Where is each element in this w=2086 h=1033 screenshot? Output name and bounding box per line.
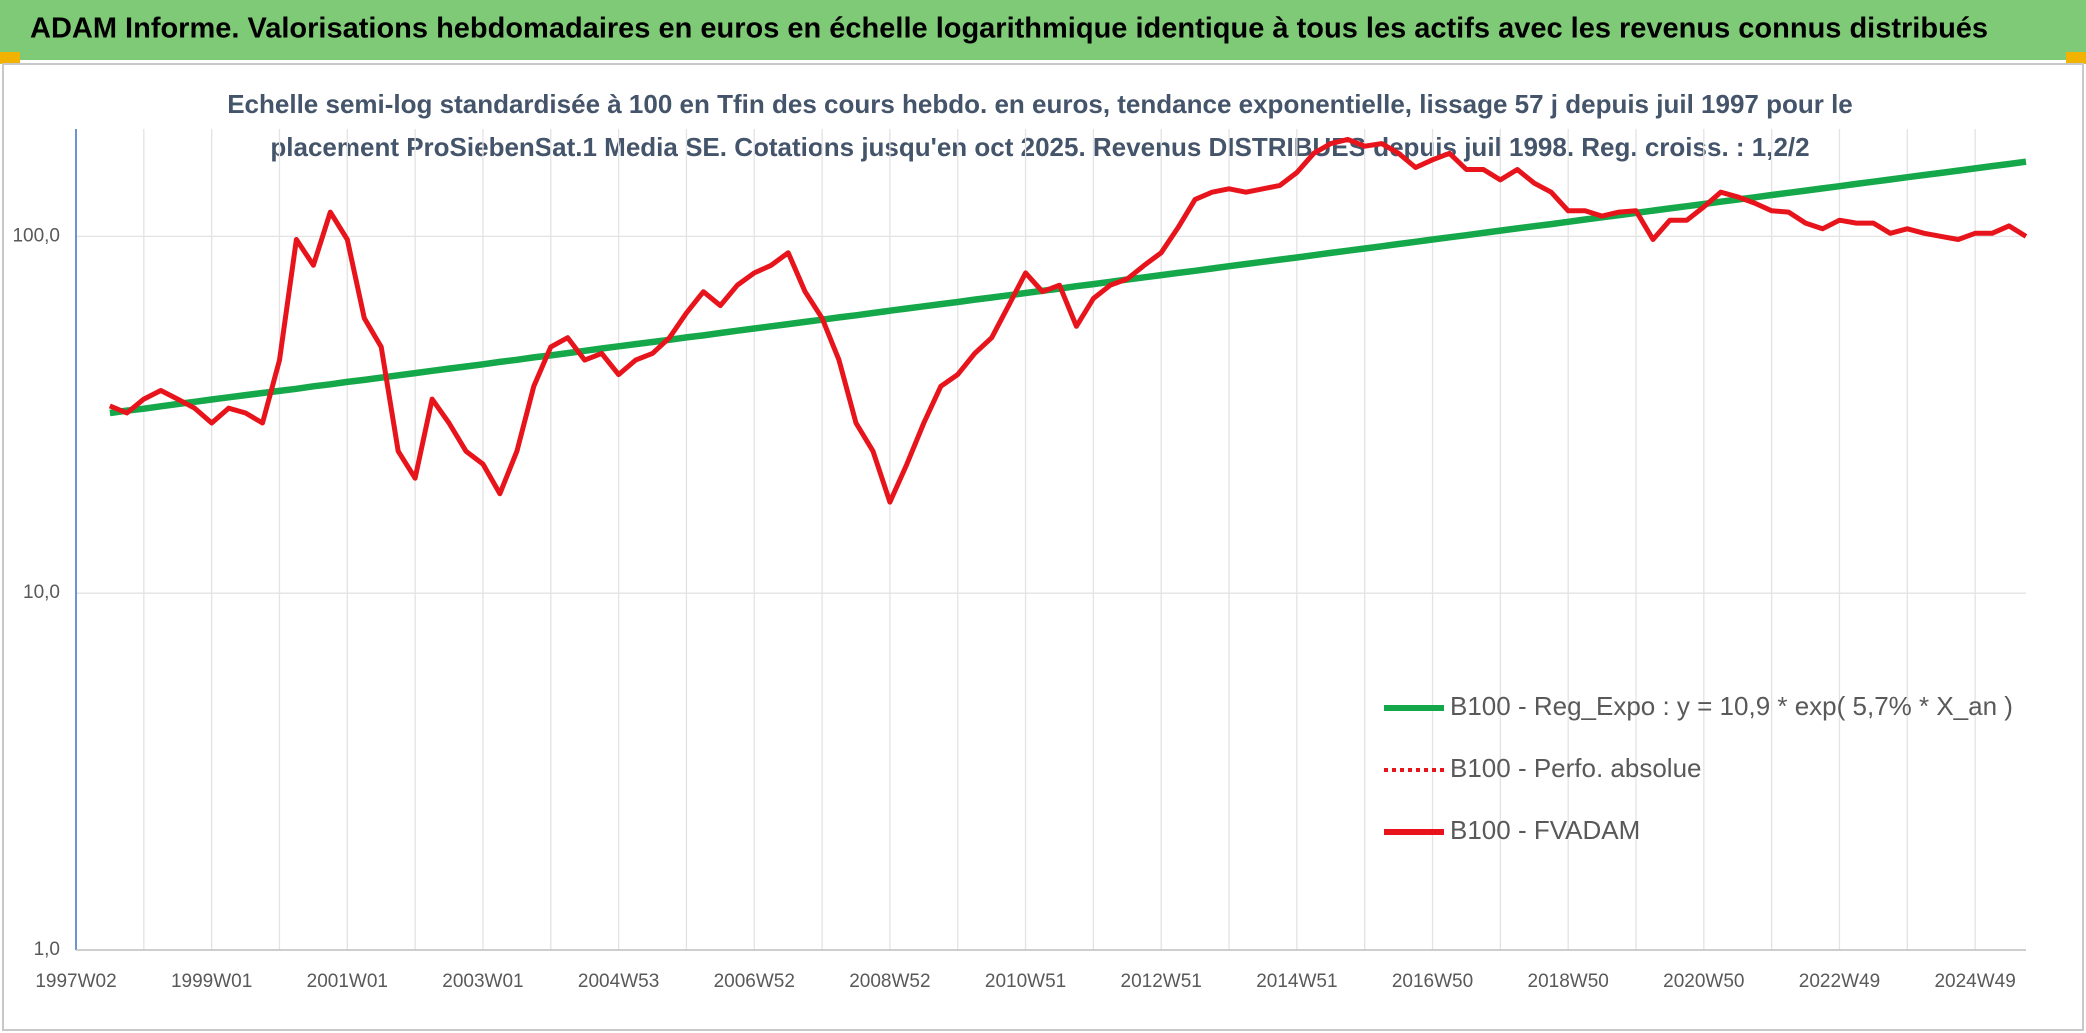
header-title: ADAM Informe. Valorisations hebdomadaire… (30, 13, 1988, 45)
legend-label: B100 - Perfo. absolue (1450, 753, 1702, 783)
series-line (108, 136, 2028, 505)
x-tick-label: 1997W02 (35, 971, 116, 992)
x-tick-label: 2010W51 (985, 971, 1066, 992)
x-tick-label: 2012W51 (1121, 971, 1202, 992)
frame (2, 63, 2084, 1031)
y-tick-label: 10,0 (23, 582, 60, 603)
y-tick-label: 1,0 (34, 939, 60, 960)
x-tick-label: 2003W01 (442, 971, 523, 992)
legend-label: B100 - Reg_Expo : y = 10,9 * exp( 5,7% *… (1450, 691, 2013, 721)
corner-right (2066, 52, 2086, 64)
x-tick-label: 2008W52 (849, 971, 930, 992)
x-tick-label: 2006W52 (714, 971, 795, 992)
x-tick-label: 2024W49 (1934, 971, 2015, 992)
chart-subtitle: placement ProSiebenSat.1 Media SE. Cotat… (270, 132, 1809, 162)
x-tick-label: 2001W01 (307, 971, 388, 992)
corner-left (0, 52, 20, 64)
header-bar (0, 0, 2086, 60)
x-tick-label: 2018W50 (1528, 971, 1609, 992)
x-tick-label: 2004W53 (578, 971, 659, 992)
x-tick-label: 2014W51 (1256, 971, 1337, 992)
x-tick-label: 2022W49 (1799, 971, 1880, 992)
legend-label: B100 - FVADAM (1450, 815, 1640, 845)
x-tick-label: 2016W50 (1392, 971, 1473, 992)
chart-title: Echelle semi-log standardisée à 100 en T… (227, 89, 1853, 119)
x-tick-label: 2020W50 (1663, 971, 1744, 992)
x-tick-label: 1999W01 (171, 971, 252, 992)
y-tick-label: 100,0 (12, 225, 60, 246)
